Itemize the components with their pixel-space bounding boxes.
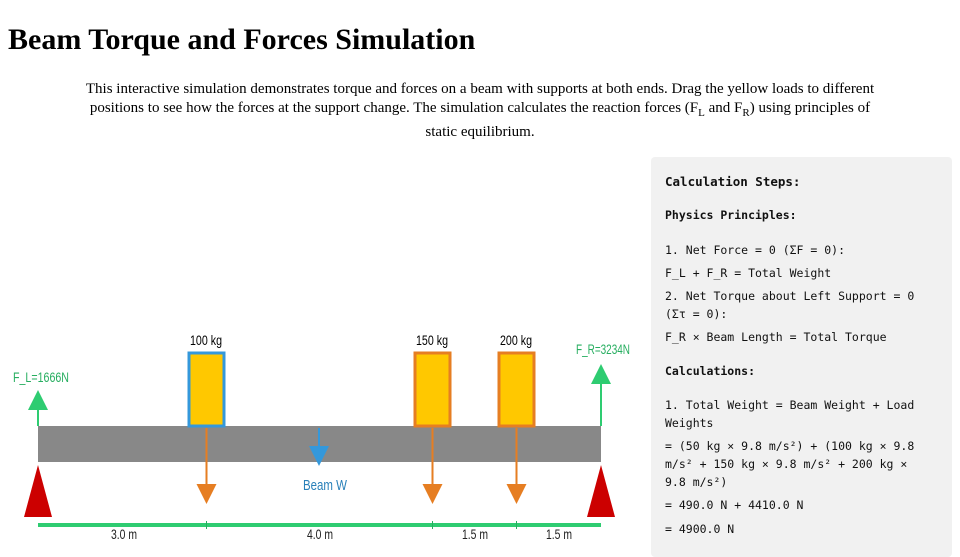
calculation-heading: Calculation Steps: [665,174,801,189]
left-force-label: F_L=1666N [13,369,69,385]
beam-simulation: F_L=1666N F_R=3234N Beam W 100 kg 150 kg… [0,150,640,540]
calculation-line: 1. Total Weight = Beam Weight + Load Wei… [665,398,915,430]
right-support [587,465,615,517]
load-label: 200 kg [500,332,532,348]
distance-label: 1.5 m [462,526,488,540]
intro-paragraph: This interactive simulation demonstrates… [80,80,880,142]
load-150kg[interactable]: 150 kg [413,332,452,504]
principle-line: F_L + F_R = Total Weight [665,266,832,280]
calculation-line: = (50 kg × 9.8 m/s²) + (100 kg × 9.8 m/s… [665,439,915,489]
right-force-label: F_R=3234N [576,341,630,357]
load-200kg[interactable]: 200 kg [497,332,536,504]
principle-line: F_R × Beam Length = Total Torque [665,330,887,344]
principles-heading: Physics Principles: [665,208,797,222]
load-label: 150 kg [416,332,448,348]
calculation-line: = 490.0 N + 4410.0 N [665,498,804,512]
distance-label: 3.0 m [111,526,137,540]
distance-label: 4.0 m [307,526,333,540]
intro-and: and [704,100,735,116]
load-block[interactable] [413,351,452,428]
load-100kg[interactable]: 100 kg [187,332,226,504]
beam-canvas: F_L=1666N F_R=3234N Beam W 100 kg 150 kg… [13,332,630,540]
distance-label: 1.5 m [546,526,572,540]
calculations-heading: Calculations: [665,364,756,378]
principle-line: 2. Net Torque about Left Support = 0 (Στ… [665,289,915,321]
intro-fl: FL [689,100,705,119]
left-support [24,465,52,517]
calculation-line: = 4900.0 N [665,522,735,536]
load-label: 100 kg [190,332,222,348]
load-block[interactable] [187,351,226,428]
page-title: Beam Torque and Forces Simulation [8,23,476,56]
load-block[interactable] [497,351,536,428]
intro-fr: FR [734,100,750,119]
intro-tail: ) using principles of static equilibrium… [425,100,871,140]
distance-ruler [38,523,601,527]
calculation-panel: Calculation Steps: Physics Principles: 1… [651,157,952,557]
intro-text: This interactive simulation demonstrates… [85,81,875,116]
beam-weight-label: Beam W [303,477,348,494]
principle-line: 1. Net Force = 0 (ΣF = 0): [665,243,846,257]
